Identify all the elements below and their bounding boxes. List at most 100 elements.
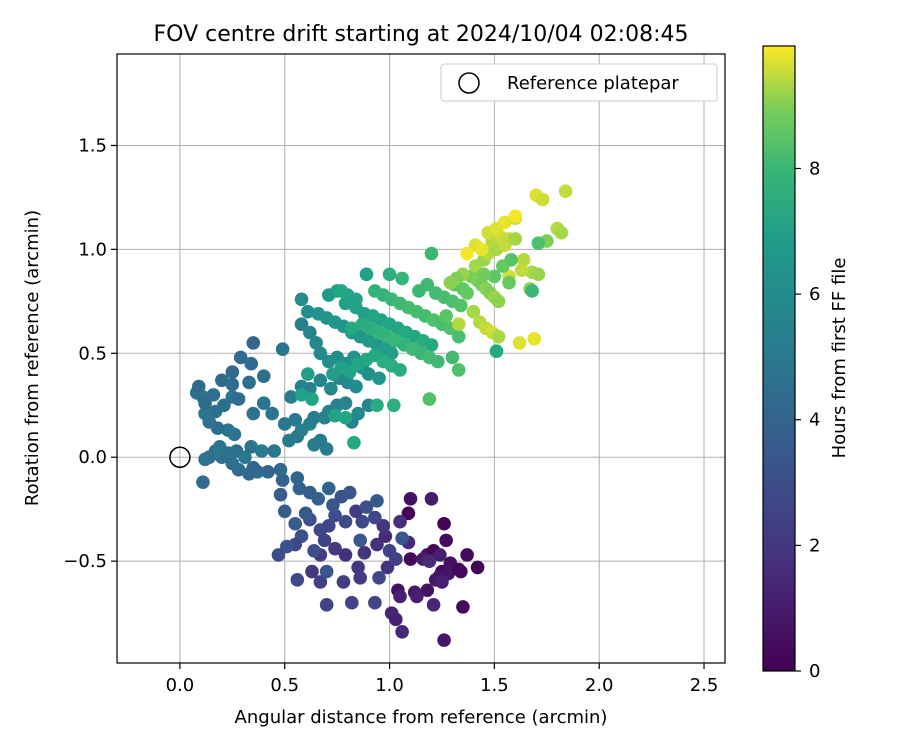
- scatter-point: [277, 417, 292, 431]
- plot-frame: [116, 53, 726, 664]
- scatter-point: [300, 304, 315, 319]
- scatter-point: [198, 452, 212, 467]
- x-axis-ticks: 0.0 0.5 1.0 1.5 2.0 2.5: [166, 663, 718, 696]
- colorbar-gradient: [763, 46, 795, 671]
- scatter-point: [351, 406, 365, 421]
- scatter-point: [460, 548, 474, 562]
- scatter-point: [206, 388, 221, 402]
- scatter-point: [288, 516, 303, 531]
- scatter-point: [443, 275, 458, 290]
- scatter-point: [225, 377, 240, 392]
- scatter-point: [451, 329, 466, 344]
- scatter-point: [491, 329, 506, 344]
- scatter-point: [372, 371, 386, 386]
- scatter-point: [357, 546, 372, 560]
- scatter-point: [298, 506, 313, 521]
- scatter-point: [393, 589, 407, 604]
- scatter-point: [368, 510, 382, 525]
- scatter-point: [378, 529, 393, 544]
- scatter-point: [353, 533, 368, 548]
- scatter-point: [244, 440, 258, 454]
- scatter-point: [382, 267, 397, 282]
- scatter-point: [271, 548, 286, 562]
- scatter-point: [470, 560, 485, 575]
- legend-marker-open-circle: [458, 72, 480, 94]
- scatter-point: [554, 225, 569, 240]
- scatter-point: [294, 317, 309, 332]
- scatter-point: [191, 379, 206, 394]
- legend-entry-label: Reference platepar: [507, 73, 679, 94]
- y-axis-label: Rotation from reference (arcmin): [22, 210, 43, 506]
- x-tick-label: 1.0: [375, 675, 404, 696]
- scatter-point: [326, 498, 340, 512]
- colorbar-tick-label: 8: [809, 158, 820, 179]
- scatter-point: [319, 598, 334, 612]
- scatter-point: [460, 286, 474, 300]
- scatter-point: [370, 398, 384, 413]
- scatter-point: [426, 598, 441, 612]
- scatter-point: [305, 392, 319, 406]
- scatter-point: [386, 398, 401, 413]
- scatter-point: [514, 263, 529, 277]
- scatter-point: [345, 321, 359, 336]
- scatter-point: [487, 269, 502, 284]
- x-tick-label: 0.5: [270, 675, 299, 696]
- scatter-point: [558, 184, 573, 198]
- scatter-point: [454, 298, 468, 313]
- scatter-point: [395, 625, 409, 639]
- scatter-point: [395, 271, 409, 286]
- scatter-point: [275, 342, 290, 356]
- scatter-point: [361, 367, 376, 381]
- scatter-point: [244, 356, 258, 371]
- colorbar-tick-label: 2: [809, 535, 820, 556]
- scatter-point: [246, 406, 261, 421]
- scatter-point: [384, 346, 399, 361]
- scatter-point: [347, 435, 361, 450]
- scatter-point: [349, 379, 363, 394]
- scatter-point: [246, 336, 261, 350]
- scatter-point: [439, 533, 453, 548]
- scatter-point: [317, 533, 332, 548]
- y-tick-label: 1.5: [78, 135, 107, 156]
- scatter-point: [420, 277, 435, 292]
- scatter-point: [502, 275, 516, 290]
- y-tick-label: −0.5: [63, 551, 107, 572]
- x-tick-label: 2.0: [585, 675, 614, 696]
- scatter-point: [267, 444, 282, 458]
- scatter-point: [238, 450, 252, 465]
- scatter-point: [338, 396, 353, 410]
- scatter-point: [451, 363, 466, 377]
- scatter-point: [393, 514, 407, 529]
- scatter-point: [422, 392, 437, 406]
- scatter-point: [319, 564, 334, 579]
- scatter-point: [345, 595, 359, 610]
- scatter-point: [338, 514, 353, 529]
- legend-frame: [440, 63, 718, 102]
- scatter-point: [324, 381, 338, 396]
- scatter-point: [422, 554, 437, 568]
- scatter-point: [376, 519, 391, 533]
- x-tick-label: 0.0: [166, 675, 195, 696]
- scatter-point: [445, 350, 460, 365]
- scatter-point: [319, 442, 334, 456]
- x-axis-label: Angular distance from reference (arcmin): [235, 707, 608, 728]
- scatter-point: [196, 475, 210, 489]
- scatter-point: [292, 481, 307, 496]
- scatter-point: [256, 396, 271, 410]
- colorbar-label: Hours from first FF file: [829, 258, 850, 459]
- scatter-point: [525, 284, 539, 298]
- scatter-point: [435, 575, 449, 589]
- scatter-point: [460, 246, 474, 261]
- scatter-point: [290, 471, 305, 485]
- scatter-point: [393, 363, 407, 377]
- scatter-point: [307, 543, 321, 558]
- scatter-point: [242, 375, 256, 390]
- scatter-point: [424, 491, 439, 506]
- colorbar-tick-label: 6: [809, 284, 820, 305]
- colorbar-tick-label: 4: [809, 410, 820, 431]
- scatter-point: [342, 365, 357, 379]
- scatter-points: [189, 184, 573, 647]
- scatter-point: [336, 575, 351, 589]
- scatter-point: [221, 423, 235, 438]
- scatter-point: [338, 410, 353, 425]
